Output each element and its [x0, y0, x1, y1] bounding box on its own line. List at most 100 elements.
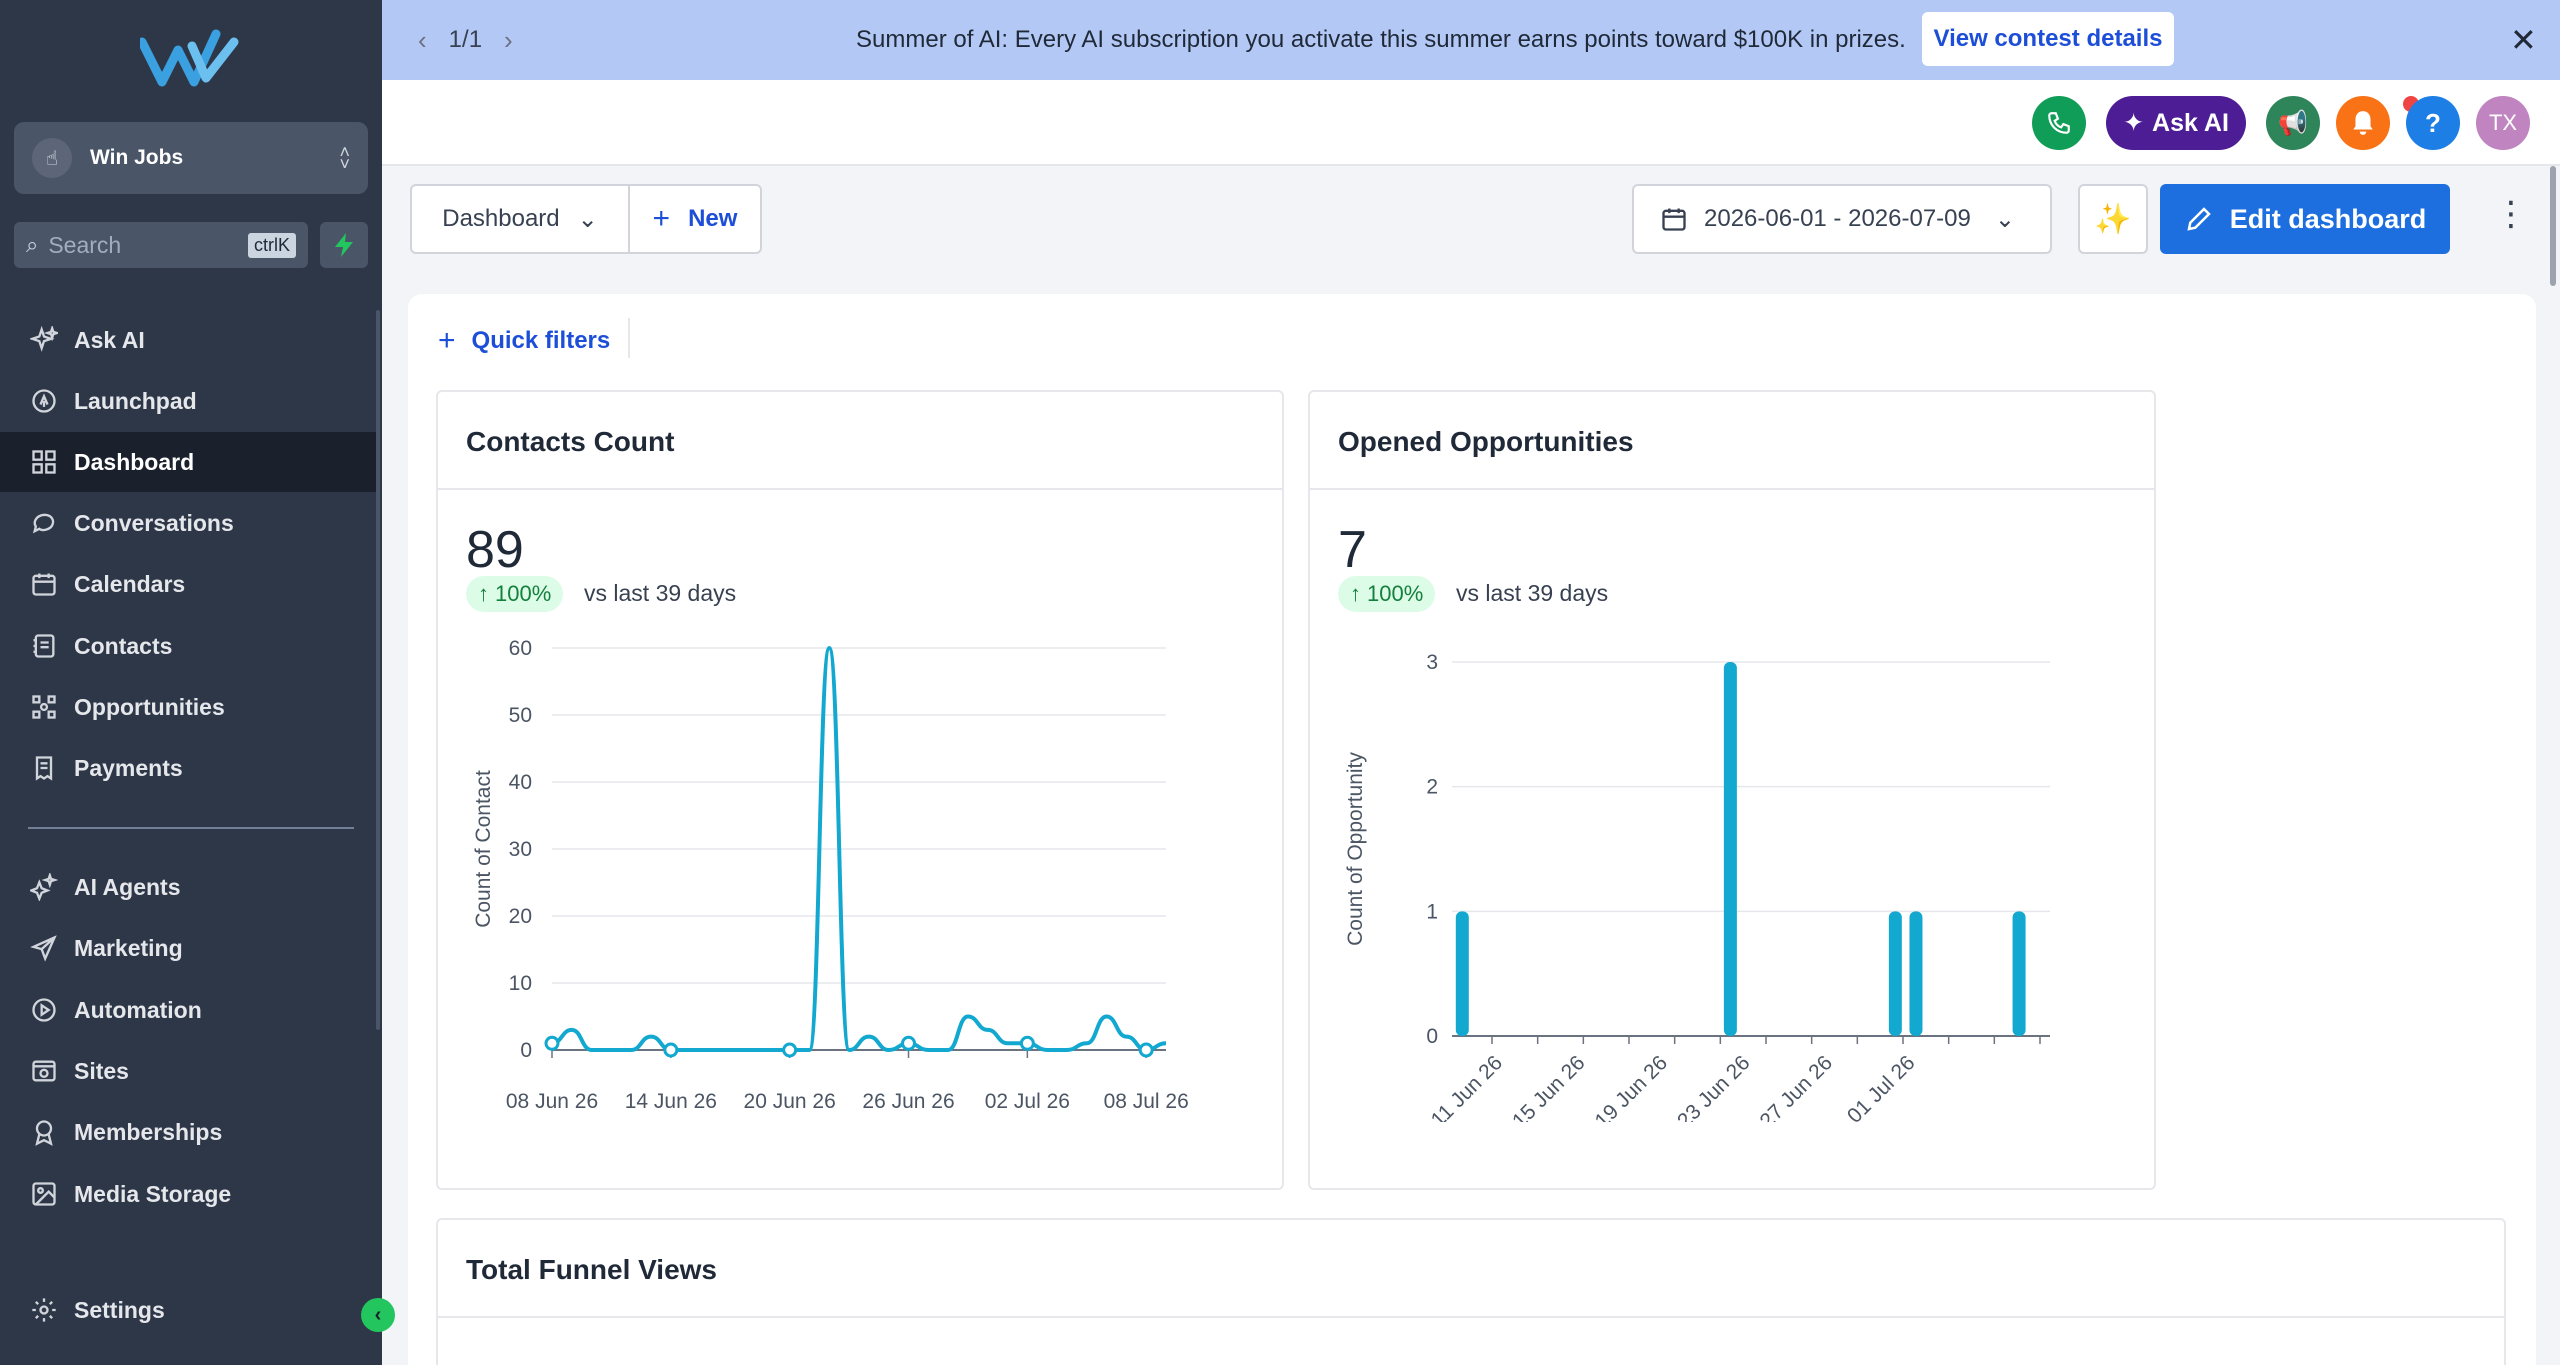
pencil-icon: [2187, 207, 2211, 231]
account-avatar-icon: ☝: [32, 138, 72, 178]
calendar-icon: [28, 568, 60, 600]
bar: [1455, 911, 1469, 1036]
search-shortcut: ctrlK: [248, 232, 296, 258]
chevron-left-icon[interactable]: ‹: [418, 24, 427, 55]
view-contest-button[interactable]: View contest details: [1922, 12, 2174, 66]
sidebar-item-label: Marketing: [74, 934, 183, 961]
x-tick-label: 11 Jun 26: [1427, 1051, 1507, 1122]
data-point: [1138, 1042, 1154, 1058]
sidebar-item-ask-ai[interactable]: Ask AI: [0, 310, 376, 370]
y-axis-label: Count of Opportunity: [1344, 752, 1367, 946]
quick-filters-button[interactable]: + Quick filters: [438, 324, 610, 358]
dashboard-canvas: + Quick filters Contacts Count 89 ↑ 100%…: [408, 294, 2536, 1365]
ai-magic-button[interactable]: ✨: [2078, 184, 2148, 254]
search-input[interactable]: ⌕ Search ctrlK: [14, 222, 308, 268]
search-placeholder: Search: [48, 231, 122, 258]
collapse-sidebar-button[interactable]: ‹: [361, 1298, 395, 1332]
date-range-picker[interactable]: 2026-06-01 - 2026-07-09 ⌄: [1632, 184, 2052, 254]
card-header-divider: [1310, 488, 2154, 490]
sparkle-icon: [28, 324, 60, 356]
sidebar-item-media-storage[interactable]: Media Storage: [0, 1164, 376, 1224]
y-tick-label: 50: [509, 704, 532, 727]
sparkle-icon: ✦: [2123, 109, 2145, 137]
page-scrollbar[interactable]: [2550, 166, 2556, 286]
announcements-button[interactable]: 📢: [2266, 96, 2320, 150]
change-badge: ↑ 100%: [466, 576, 564, 612]
data-point: [901, 1035, 917, 1051]
sidebar-item-opportunities[interactable]: Opportunities: [0, 677, 376, 737]
notifications-button[interactable]: [2336, 96, 2390, 150]
dashboard-select[interactable]: Dashboard ⌄: [412, 186, 630, 252]
sidebar-item-sites[interactable]: Sites: [0, 1041, 376, 1101]
quick-action-button[interactable]: [320, 222, 368, 268]
sidebar-item-label: Ask AI: [74, 326, 145, 353]
help-icon: ?: [2425, 107, 2441, 138]
card-title: Total Funnel Views: [466, 1254, 718, 1285]
bar: [1888, 911, 1902, 1036]
x-tick-label: 19 Jun 26: [1591, 1051, 1672, 1122]
y-tick-label: 0: [1426, 1025, 1438, 1048]
sidebar-divider: [28, 827, 354, 829]
date-range-value: 2026-06-01 - 2026-07-09: [1704, 205, 1971, 232]
close-icon[interactable]: ✕: [2510, 22, 2537, 58]
x-tick-label: 01 Jul 26: [1843, 1051, 1920, 1122]
change-value: 100%: [1367, 581, 1424, 606]
sidebar-item-label: Payments: [74, 754, 183, 781]
ask-ai-button[interactable]: ✦ Ask AI: [2106, 96, 2246, 150]
x-tick-label: 15 Jun 26: [1508, 1051, 1589, 1122]
card-header-divider: [438, 488, 1282, 490]
chevron-updown-icon: ˄ ˅: [339, 142, 350, 174]
more-options-icon[interactable]: ⋮: [2494, 195, 2528, 233]
help-button[interactable]: ?: [2406, 96, 2460, 150]
x-tick-label: 20 Jun 26: [744, 1090, 836, 1113]
sidebar: ☝ Win Jobs ˄ ˅ ⌕ Search ctrlK Ask AI Launc…: [0, 0, 395, 1365]
banner-pager: ‹ 1/1 ›: [418, 25, 513, 56]
sidebar-item-launchpad[interactable]: Launchpad: [0, 371, 376, 431]
data-point: [1019, 1035, 1035, 1051]
dashboard-select-label: Dashboard: [442, 205, 560, 232]
promo-banner: ‹ 1/1 › Summer of AI: Every AI subscript…: [382, 0, 2560, 80]
series-line: [551, 645, 1167, 1053]
account-switcher[interactable]: ☝ Win Jobs ˄ ˅: [14, 122, 368, 194]
change-badge: ↑ 100%: [1338, 576, 1436, 612]
sidebar-scrollbar[interactable]: [376, 310, 380, 1030]
edit-dashboard-button[interactable]: Edit dashboard: [2160, 184, 2450, 254]
sidebar-item-marketing[interactable]: Marketing: [0, 918, 376, 978]
sidebar-item-settings[interactable]: Settings: [0, 1280, 376, 1340]
chevron-right-icon[interactable]: ›: [504, 24, 513, 55]
contacts-line-chart: 0 10 20 30 40 50 60 Count of Contact 08 Jun 26 14…: [472, 637, 1189, 1113]
sidebar-item-automation[interactable]: Automation: [0, 980, 376, 1040]
brand-logo[interactable]: [140, 24, 240, 94]
grid-icon: [28, 446, 60, 478]
sidebar-item-memberships[interactable]: Memberships: [0, 1102, 376, 1162]
sidebar-item-label: Calendars: [74, 570, 186, 597]
y-tick-label: 1: [1426, 900, 1438, 923]
sidebar-item-label: Launchpad: [74, 387, 197, 414]
user-avatar[interactable]: TX: [2476, 96, 2530, 150]
sidebar-item-label: Contacts: [74, 632, 173, 659]
total-funnel-views-card[interactable]: Total Funnel Views: [436, 1218, 2506, 1365]
sidebar-item-payments[interactable]: Payments: [0, 738, 376, 798]
phone-icon: [2048, 112, 2070, 134]
opportunities-icon: [28, 691, 60, 723]
y-tick-label: 40: [509, 771, 532, 794]
y-tick-label: 3: [1426, 651, 1438, 674]
sidebar-item-conversations[interactable]: Conversations: [0, 493, 376, 553]
card-title: Contacts Count: [466, 426, 675, 457]
contacts-count-card[interactable]: Contacts Count 89 ↑ 100% vs last 39 days…: [436, 390, 1284, 1190]
data-point: [782, 1042, 798, 1058]
sidebar-item-label: Settings: [74, 1296, 165, 1323]
avatar-initials: TX: [2488, 110, 2518, 135]
x-tick-label: 14 Jun 26: [625, 1090, 717, 1113]
y-tick-label: 20: [509, 905, 532, 928]
sidebar-item-calendars[interactable]: Calendars: [0, 554, 376, 614]
contact-card-icon: [28, 630, 60, 662]
sidebar-item-contacts[interactable]: Contacts: [0, 616, 376, 676]
phone-button[interactable]: [2032, 96, 2086, 150]
sidebar-item-ai-agents[interactable]: AI Agents: [0, 857, 376, 917]
bar: [2012, 911, 2026, 1036]
opportunities-bar-chart: 0 1 2 3 Count of Opportunity 11 Jun 26 15 Jun …: [1344, 651, 2050, 1122]
new-dashboard-button[interactable]: + New: [630, 186, 760, 252]
opened-opportunities-card[interactable]: Opened Opportunities 7 ↑ 100% vs last 39…: [1308, 390, 2156, 1190]
sidebar-item-dashboard[interactable]: Dashboard: [0, 432, 376, 492]
